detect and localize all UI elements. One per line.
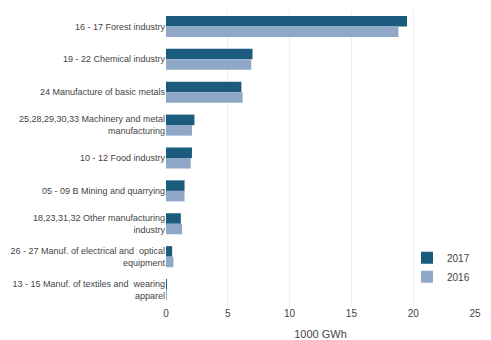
svg-text:19 - 22 Chemical industry: 19 - 22 Chemical industry xyxy=(63,54,166,64)
svg-text:10: 10 xyxy=(284,308,296,319)
svg-text:05 - 09 B Mining and quarrying: 05 - 09 B Mining and quarrying xyxy=(42,186,165,196)
svg-text:24 Manufacture of basic metals: 24 Manufacture of basic metals xyxy=(40,87,166,97)
svg-text:15: 15 xyxy=(346,308,358,319)
svg-text:16 - 17 Forest industry: 16 - 17 Forest industry xyxy=(75,22,166,32)
svg-text:0: 0 xyxy=(163,308,169,319)
svg-text:25,28,29,30,33 Machinery and m: 25,28,29,30,33 Machinery and metalmanufa… xyxy=(19,114,165,136)
svg-text:2017: 2017 xyxy=(447,253,470,264)
svg-text:13 - 15 Manuf. of textiles and: 13 - 15 Manuf. of textiles and wearingap… xyxy=(12,279,165,301)
svg-text:18,23,31,32 Other manufacturin: 18,23,31,32 Other manufacturingindustry xyxy=(33,213,166,235)
svg-text:10 - 12 Food industry: 10 - 12 Food industry xyxy=(80,153,166,163)
svg-text:5: 5 xyxy=(225,308,231,319)
svg-text:20: 20 xyxy=(408,308,420,319)
svg-text:26 - 27 Manuf. of electrical a: 26 - 27 Manuf. of electrical and optical… xyxy=(10,246,165,268)
svg-text:25: 25 xyxy=(469,308,481,319)
svg-text:1000 GWh: 1000 GWh xyxy=(294,328,347,340)
svg-text:2016: 2016 xyxy=(447,272,470,283)
